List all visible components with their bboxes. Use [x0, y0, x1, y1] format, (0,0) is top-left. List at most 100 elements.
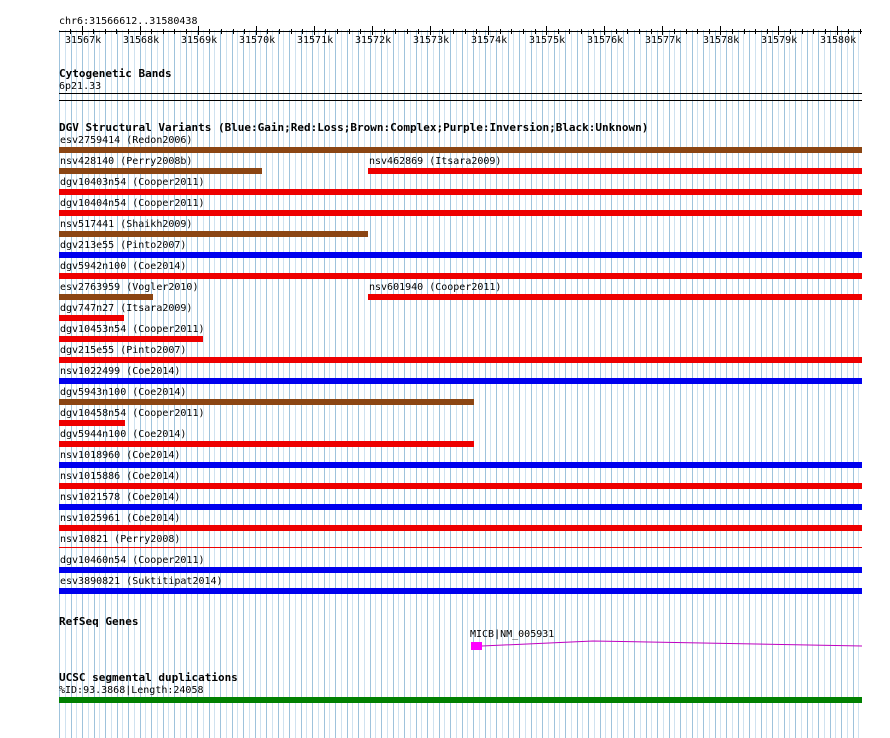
sv-feature-label[interactable]: dgv5943n100 (Coe2014) [60, 387, 187, 398]
scale-tick [686, 29, 687, 34]
sv-feature-label[interactable]: nsv1021578 (Coe2014) [60, 492, 181, 503]
sv-feature-bar[interactable] [59, 189, 862, 195]
segdup-bar[interactable] [59, 697, 862, 703]
grid-line [243, 30, 244, 738]
sv-feature-label[interactable]: dgv10403n54 (Cooper2011) [60, 177, 205, 188]
sv-feature-bar[interactable] [59, 399, 474, 405]
sv-feature-bar[interactable] [59, 357, 862, 363]
sv-feature-bar[interactable] [59, 294, 153, 300]
sv-feature-label[interactable]: dgv215e55 (Pinto2007) [60, 345, 187, 356]
scale-tick-label: 31580k [820, 35, 857, 46]
grid-line [559, 30, 560, 738]
grid-line [726, 30, 727, 738]
gene-label[interactable]: MICB|NM_005931 [470, 629, 555, 640]
grid-line [715, 30, 716, 738]
scale-tick [697, 29, 698, 34]
sv-feature-label[interactable]: dgv10404n54 (Cooper2011) [60, 198, 205, 209]
gene-exon[interactable] [471, 642, 482, 650]
sv-feature-label[interactable]: dgv10460n54 (Cooper2011) [60, 555, 205, 566]
scale-tick [511, 29, 512, 34]
grid-line [709, 30, 710, 738]
grid-line [266, 30, 267, 738]
scale-tick [523, 29, 524, 34]
sv-feature-bar[interactable] [59, 441, 474, 447]
sv-feature-label[interactable]: nsv1018960 (Coe2014) [60, 450, 181, 461]
grid-line [628, 30, 629, 738]
scale-tick [453, 29, 454, 34]
grid-line [220, 30, 221, 738]
segdup-label: %ID:93.3868|Length:24058 [59, 685, 204, 696]
grid-line [370, 30, 371, 738]
sv-feature-label[interactable]: esv3890821 (Suktitipat2014) [60, 576, 223, 587]
scale-tick [256, 26, 257, 35]
grid-line [646, 30, 647, 738]
sv-feature-label[interactable]: nsv601940 (Cooper2011) [369, 282, 502, 293]
segdup-track-title[interactable]: UCSC segmental duplications [59, 671, 238, 684]
sv-feature-bar[interactable] [59, 567, 862, 573]
scale-tick [837, 26, 838, 35]
scale-tick [244, 29, 245, 34]
grid-line [214, 30, 215, 738]
refseq-track-title[interactable]: RefSeq Genes [59, 615, 139, 628]
grid-line [669, 30, 670, 738]
cytoband-track-title[interactable]: Cytogenetic Bands [59, 67, 172, 80]
grid-line [749, 30, 750, 738]
scale-ruler-line [59, 31, 862, 32]
sv-feature-bar[interactable] [59, 231, 368, 237]
grid-line [766, 30, 767, 738]
sv-feature-bar[interactable] [368, 168, 862, 174]
sv-feature-bar[interactable] [59, 483, 862, 489]
sv-feature-label[interactable]: nsv462869 (Itsara2009) [369, 156, 502, 167]
sv-feature-bar[interactable] [59, 252, 862, 258]
sv-feature-bar[interactable] [59, 168, 262, 174]
scale-tick [860, 29, 861, 34]
sv-feature-label[interactable]: dgv747n27 (Itsara2009) [60, 303, 193, 314]
grid-line [784, 30, 785, 738]
grid-line [582, 30, 583, 738]
sv-feature-bar[interactable] [59, 420, 125, 426]
sv-feature-bar[interactable] [59, 273, 862, 279]
sv-feature-label[interactable]: dgv10458n54 (Cooper2011) [60, 408, 205, 419]
sv-feature-bar[interactable] [59, 210, 862, 216]
scale-tick [790, 29, 791, 34]
scale-tick-label: 31570k [239, 35, 276, 46]
sv-feature-label[interactable]: dgv10453n54 (Cooper2011) [60, 324, 205, 335]
grid-line [278, 30, 279, 738]
sv-feature-bar[interactable] [59, 336, 203, 342]
sv-feature-label[interactable]: dgv5944n100 (Coe2014) [60, 429, 187, 440]
sv-feature-bar[interactable] [59, 547, 862, 548]
grid-line [657, 30, 658, 738]
scale-tick-label: 31572k [355, 35, 392, 46]
sv-feature-label[interactable]: nsv1022499 (Coe2014) [60, 366, 181, 377]
scale-tick [488, 26, 489, 35]
position-label: chr6:31566612..31580438 [59, 16, 198, 27]
sv-feature-bar[interactable] [59, 147, 862, 153]
sv-feature-label[interactable]: esv2759414 (Redon2006) [60, 135, 193, 146]
sv-feature-bar[interactable] [59, 462, 862, 468]
scale-tick [465, 29, 466, 34]
scale-tick [720, 26, 721, 35]
sv-feature-label[interactable]: nsv1015886 (Coe2014) [60, 471, 181, 482]
grid-line [611, 30, 612, 738]
sv-feature-bar[interactable] [59, 588, 862, 594]
sv-feature-label[interactable]: nsv428140 (Perry2008b) [60, 156, 193, 167]
sv-feature-label[interactable]: dgv5942n100 (Coe2014) [60, 261, 187, 272]
grid-line [663, 30, 664, 738]
sv-feature-bar[interactable] [368, 294, 862, 300]
scale-tick [302, 29, 303, 34]
sv-feature-bar[interactable] [59, 504, 862, 510]
grid-line [853, 30, 854, 738]
sv-feature-label[interactable]: nsv10821 (Perry2008) [60, 534, 181, 545]
sv-feature-bar[interactable] [59, 378, 862, 384]
grid-line [594, 30, 595, 738]
grid-line [393, 30, 394, 738]
sv-feature-label[interactable]: dgv213e55 (Pinto2007) [60, 240, 187, 251]
dgv-track-title[interactable]: DGV Structural Variants (Blue:Gain;Red:L… [59, 121, 649, 134]
grid-line [203, 30, 204, 738]
scale-tick [314, 26, 315, 35]
sv-feature-label[interactable]: esv2763959 (Vogler2010) [60, 282, 199, 293]
sv-feature-bar[interactable] [59, 525, 862, 531]
sv-feature-label[interactable]: nsv1025961 (Coe2014) [60, 513, 181, 524]
sv-feature-bar[interactable] [59, 315, 124, 321]
sv-feature-label[interactable]: nsv517441 (Shaikh2009) [60, 219, 193, 230]
